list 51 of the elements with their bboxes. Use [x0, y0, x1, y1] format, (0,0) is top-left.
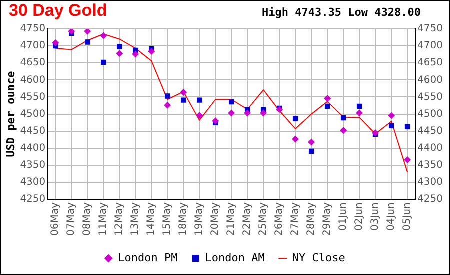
y-tick-label: 4550: [20, 92, 46, 103]
legend-label: NY Close: [292, 251, 346, 264]
x-tick-label: 11May: [98, 202, 110, 236]
x-tick-label: 26May: [274, 202, 286, 236]
x-tick-label: 08May: [82, 202, 94, 236]
x-tick-label: 12May: [114, 202, 126, 236]
x-tick-label: 15May: [162, 202, 174, 236]
y2-tick-label: 4300: [418, 177, 444, 188]
x-tick-label: 14May: [146, 202, 158, 236]
y2-tick-label: 4550: [418, 92, 444, 103]
x-tick-label: 29May: [322, 202, 334, 236]
y2-tick-label: 4700: [418, 40, 444, 52]
x-tick-label: 25May: [258, 202, 270, 236]
x-tick-label: 19May: [194, 202, 206, 236]
x-tick-label: 13May: [130, 202, 142, 236]
y-tick-label: 4400: [20, 143, 46, 154]
y-tick-label: 4300: [20, 177, 46, 188]
y2-tick-label: 4450: [418, 126, 444, 137]
y-tick-label: 4700: [20, 40, 46, 52]
y2-tick-label: 4750: [418, 24, 444, 35]
y-tick-label: 4650: [20, 58, 46, 69]
y2-tick-label: 4500: [418, 108, 444, 120]
y2-tick-label: 4650: [418, 58, 444, 69]
y-tick-label: 4350: [20, 160, 46, 172]
x-tick-label: 07May: [66, 202, 78, 236]
y-tick-label: 4450: [20, 126, 46, 137]
legend-label: London PM: [118, 251, 178, 264]
x-tick-label: 04Jun: [386, 202, 398, 231]
y2-tick-label: 4400: [418, 143, 444, 154]
x-tick-label: 20May: [210, 202, 222, 236]
legend-label: London AM: [205, 251, 266, 264]
x-tick-label: 06May: [50, 202, 62, 236]
y-tick-label: 4600: [20, 74, 46, 86]
x-tick-label: 03Jun: [370, 202, 382, 231]
y2-tick-label: 4350: [418, 160, 444, 172]
y-tick-label: 4500: [20, 108, 46, 120]
x-tick-label: 02Jun: [354, 202, 366, 231]
x-tick-label: 05Jun: [402, 202, 414, 231]
y-tick-label: 4250: [20, 194, 46, 206]
y-axis-title: USD per ounce: [4, 70, 18, 158]
x-tick-label: 22May: [242, 202, 254, 236]
x-tick-label: 28May: [306, 202, 318, 236]
y2-tick-label: 4250: [418, 194, 444, 206]
x-tick-label: 27May: [290, 202, 302, 236]
chart-subtitle: High 4743.35 Low 4328.00: [262, 6, 421, 19]
x-tick-label: 01Jun: [338, 202, 350, 231]
chart-title: 30 Day Gold: [9, 1, 108, 21]
x-tick-label: 21May: [226, 202, 238, 236]
y2-tick-label: 4600: [418, 74, 444, 86]
y-tick-label: 4750: [20, 24, 46, 35]
x-tick-label: 18May: [178, 202, 190, 236]
